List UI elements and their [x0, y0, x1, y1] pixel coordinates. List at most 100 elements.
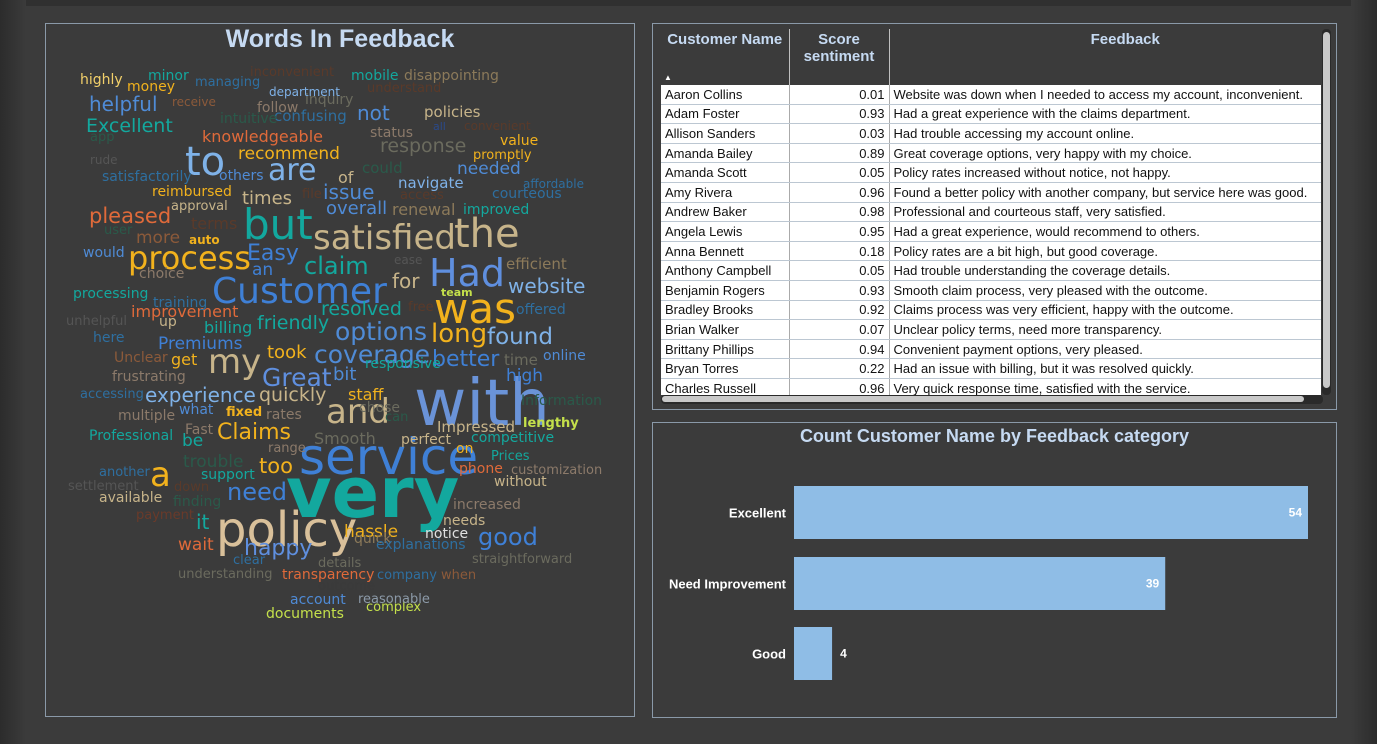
word-cloud-word[interactable]: of [338, 168, 354, 187]
word-cloud-word[interactable]: very [286, 452, 460, 534]
word-cloud-word[interactable]: can [385, 410, 409, 425]
word-cloud-word[interactable]: follow [257, 100, 299, 116]
bar-good[interactable] [794, 627, 833, 680]
table-row[interactable]: Charles Russell 0.96 Very quick response t… [661, 378, 1321, 395]
table-row[interactable]: Amanda Scott 0.05 Policy rates increased w… [661, 162, 1321, 183]
table-row[interactable]: Bryan Torres 0.22 Had an issue with billin… [661, 358, 1321, 379]
word-cloud-word[interactable]: accessing [80, 387, 144, 402]
word-cloud-word[interactable]: here [93, 330, 125, 346]
table-viewport[interactable]: Customer Name ▲ Score sentiment Feedback … [661, 29, 1321, 395]
word-cloud-word[interactable]: clear [233, 553, 266, 568]
word-cloud-word[interactable]: efficient [506, 255, 567, 273]
word-cloud-word[interactable]: wait [178, 535, 214, 555]
word-cloud-word[interactable]: processing [73, 286, 149, 302]
word-cloud-word[interactable]: satisfactorily [102, 169, 192, 185]
table-row[interactable]: Andrew Baker 0.98 Professional and courteo… [661, 202, 1321, 223]
word-cloud-word[interactable]: policies [424, 103, 481, 121]
word-cloud-word[interactable]: status [370, 125, 414, 141]
word-cloud-word[interactable]: when [441, 568, 477, 583]
word-cloud-word[interactable]: notice [425, 526, 469, 542]
word-cloud-word[interactable]: an [252, 260, 274, 280]
word-cloud-word[interactable]: disappointing [404, 68, 499, 84]
word-cloud-word[interactable]: policy [216, 502, 358, 558]
word-cloud-word[interactable]: navigate [398, 174, 464, 192]
word-cloud-word[interactable]: online [543, 348, 586, 364]
word-cloud-word[interactable]: coverage [314, 340, 431, 369]
word-cloud-word[interactable]: quick [354, 531, 392, 547]
table-row[interactable]: Amanda Bailey 0.89 Great coverage options,… [661, 143, 1321, 164]
word-cloud-word[interactable]: knowledgeable [202, 127, 323, 146]
word-cloud-word[interactable]: outcome [318, 579, 376, 594]
word-cloud-word[interactable]: auto [189, 233, 220, 247]
word-cloud-word[interactable]: get [171, 350, 198, 369]
word-cloud-word[interactable]: Premiums [158, 334, 243, 354]
word-cloud-word[interactable]: bit [333, 364, 357, 385]
word-cloud-word[interactable]: Claims [217, 420, 291, 445]
word-cloud-word[interactable]: rude [90, 153, 118, 167]
word-cloud-word[interactable]: was [434, 284, 516, 333]
word-cloud-word[interactable]: multiple [118, 408, 176, 424]
word-cloud-word[interactable]: down [174, 480, 210, 495]
table-row[interactable]: Angela Lewis 0.95 Had a great experience, … [661, 221, 1321, 242]
word-cloud-word[interactable]: Professional [89, 428, 174, 444]
word-cloud-word[interactable]: recommend [238, 144, 340, 164]
word-cloud-word[interactable]: time [504, 351, 538, 369]
word-cloud-word[interactable]: understanding [178, 567, 273, 582]
table-row[interactable]: Brittany Phillips 0.94 Convenient payment … [661, 339, 1321, 360]
word-cloud-word[interactable]: for [392, 269, 420, 293]
word-cloud-word[interactable]: free [408, 300, 434, 315]
word-cloud-word[interactable]: convenient [464, 119, 531, 133]
word-cloud-word[interactable]: resolved [321, 298, 402, 320]
word-cloud-word[interactable]: hassle [344, 522, 399, 542]
word-cloud-word[interactable]: courteous [492, 186, 562, 202]
word-cloud-word[interactable]: explanations [376, 537, 466, 553]
word-cloud-word[interactable]: long [431, 319, 488, 349]
table-row[interactable]: Anna Bennett 0.18 Policy rates are a bit h… [661, 241, 1321, 262]
word-cloud-word[interactable]: options [335, 317, 428, 346]
word-cloud-word[interactable]: phone [459, 461, 503, 477]
word-cloud-word[interactable]: need [227, 478, 287, 506]
word-cloud-word[interactable]: satisfied [313, 218, 456, 258]
feedback-category-chart-panel[interactable]: Count Customer Name by Feedback category… [652, 422, 1337, 718]
word-cloud-word[interactable]: but [243, 200, 313, 249]
word-cloud-word[interactable]: and [326, 392, 390, 432]
word-cloud-word[interactable]: claim [304, 252, 369, 280]
word-cloud-word[interactable]: high [506, 366, 544, 386]
word-cloud-word[interactable]: Excellent [86, 115, 173, 137]
word-cloud-word[interactable]: good [478, 523, 538, 551]
word-cloud-word[interactable]: billing [204, 318, 253, 337]
word-cloud-word[interactable]: confusing [274, 107, 347, 125]
word-cloud-word[interactable]: Fast [185, 422, 214, 438]
word-cloud-word[interactable]: department [269, 85, 340, 99]
word-cloud-word[interactable]: are [268, 153, 317, 188]
word-cloud-word[interactable]: the [454, 211, 520, 257]
word-cloud-word[interactable]: without [494, 474, 547, 490]
word-cloud-word[interactable]: fixed [226, 405, 263, 420]
word-cloud-word[interactable]: another [99, 465, 150, 480]
word-cloud-word[interactable]: Information [521, 393, 603, 409]
word-cloud-word[interactable]: Unclear [114, 350, 168, 366]
feedback-table-panel[interactable]: Customer Name ▲ Score sentiment Feedback … [652, 23, 1337, 410]
word-cloud-word[interactable]: customization [511, 463, 603, 478]
table-row[interactable]: Anthony Campbell 0.05 Had trouble understa… [661, 260, 1321, 281]
word-cloud-word[interactable]: responsive [365, 356, 441, 372]
word-cloud-word[interactable]: times [242, 188, 293, 209]
word-cloud-word[interactable]: details [318, 556, 362, 571]
word-cloud-word[interactable]: Customer [212, 271, 387, 312]
word-cloud-word[interactable]: improvement [131, 302, 239, 321]
word-cloud-word[interactable]: range [268, 441, 306, 456]
word-cloud-word[interactable]: too [259, 454, 293, 478]
word-cloud-word[interactable]: my [208, 342, 262, 382]
word-cloud-word[interactable]: unhelpful [66, 314, 128, 329]
word-cloud-word[interactable]: others [219, 168, 264, 184]
word-cloud-word[interactable]: competitive [471, 430, 555, 446]
word-cloud-word[interactable]: terms [191, 214, 238, 233]
word-cloud-word[interactable]: value [500, 133, 539, 149]
word-cloud-word[interactable]: on [456, 441, 474, 457]
word-cloud-word[interactable]: with [414, 367, 550, 441]
vertical-scrollbar-thumb[interactable] [1323, 32, 1330, 388]
word-cloud-word[interactable]: Smooth [314, 429, 376, 448]
word-cloud-word[interactable]: highly [80, 72, 123, 88]
word-cloud-word[interactable]: all [433, 120, 446, 133]
word-cloud-word[interactable]: straightforward [472, 552, 573, 567]
